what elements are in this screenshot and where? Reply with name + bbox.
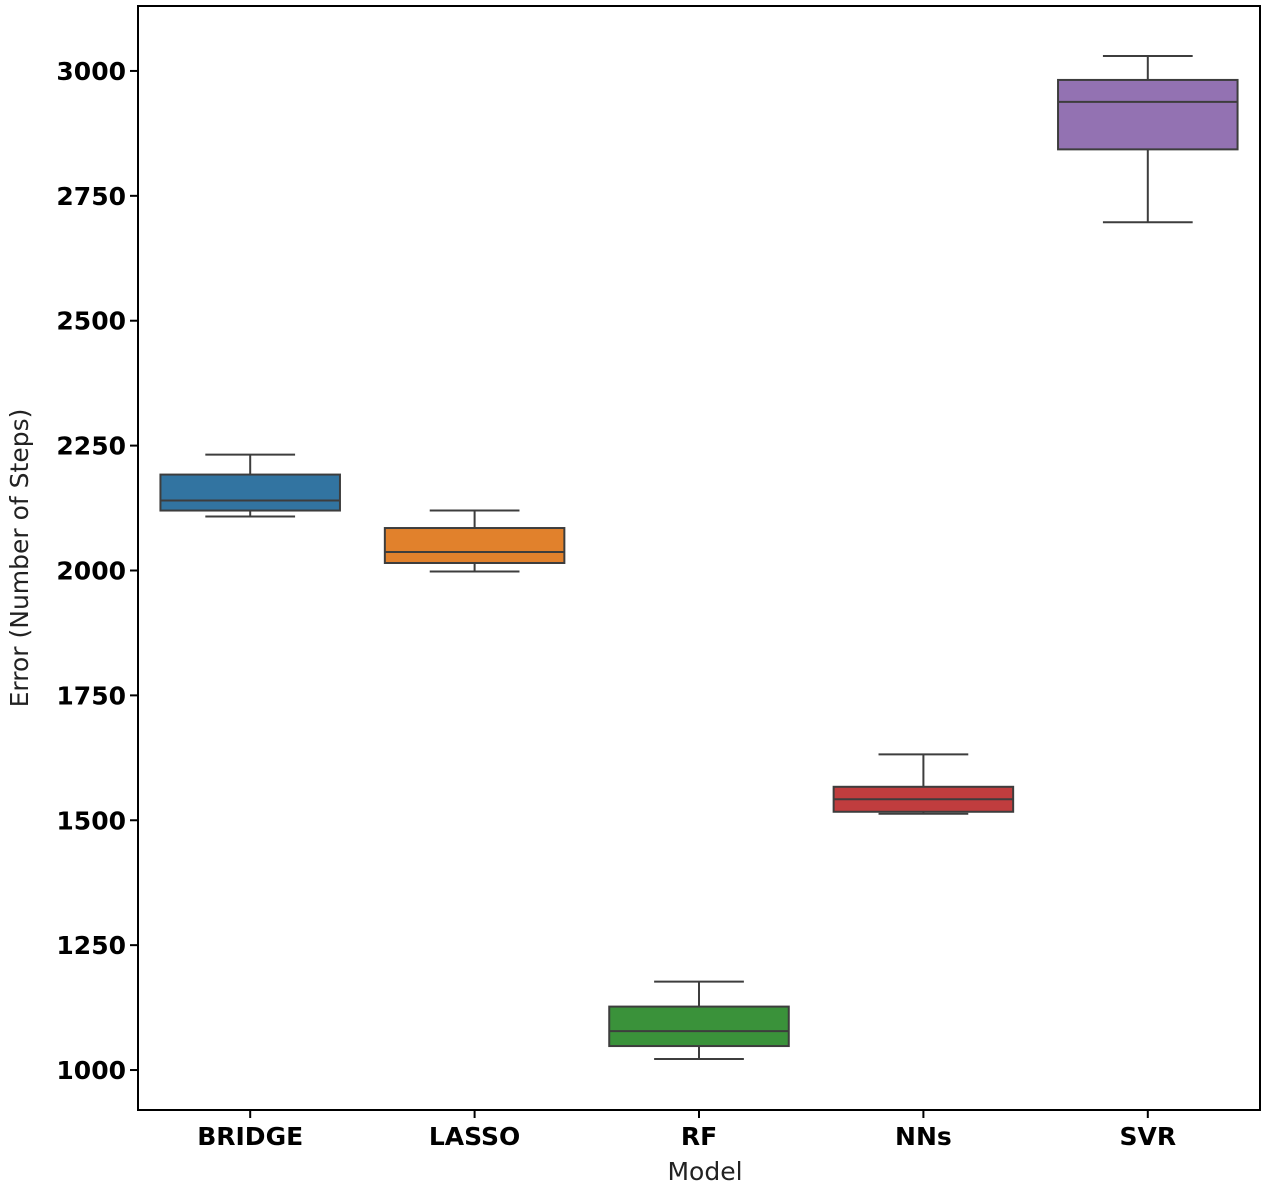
box-iqr bbox=[1057, 78, 1239, 151]
x-axis: BRIDGE LASSO RF NNs SVR bbox=[197, 1110, 1176, 1151]
y-tick-label: 1750 bbox=[56, 681, 126, 710]
box-bridge bbox=[159, 453, 341, 518]
y-tick-label: 1000 bbox=[56, 1056, 126, 1085]
x-axis-label: Model bbox=[667, 1157, 742, 1186]
y-tick-label: 2750 bbox=[56, 182, 126, 211]
y-tick-label: 1250 bbox=[56, 931, 126, 960]
box-lasso bbox=[383, 509, 566, 573]
box-iqr bbox=[383, 527, 566, 564]
y-tick-label: 1500 bbox=[56, 806, 126, 835]
y-axis: 1000 1250 1500 1750 2000 2250 2500 2750 3000 bbox=[56, 57, 138, 1085]
y-tick-label: 3000 bbox=[56, 57, 126, 86]
plot-frame bbox=[137, 5, 1261, 1111]
x-tick-label-bridge: BRIDGE bbox=[197, 1122, 303, 1151]
box-iqr bbox=[159, 473, 341, 512]
x-tick-label-lasso: LASSO bbox=[429, 1122, 520, 1151]
box-rf bbox=[608, 980, 790, 1061]
y-tick-label: 2000 bbox=[56, 556, 126, 585]
x-tick-label-nns: NNs bbox=[895, 1122, 952, 1151]
y-axis-label: Error (Number of Steps) bbox=[5, 409, 34, 708]
y-tick-label: 2500 bbox=[56, 307, 126, 336]
boxes-layer bbox=[159, 54, 1239, 1061]
x-tick-label-svr: SVR bbox=[1119, 1122, 1176, 1151]
box-iqr bbox=[608, 1005, 790, 1048]
box-nns bbox=[832, 753, 1015, 815]
box-svr bbox=[1057, 54, 1239, 224]
y-tick-label: 2250 bbox=[56, 432, 126, 461]
x-tick-label-rf: RF bbox=[681, 1122, 717, 1151]
